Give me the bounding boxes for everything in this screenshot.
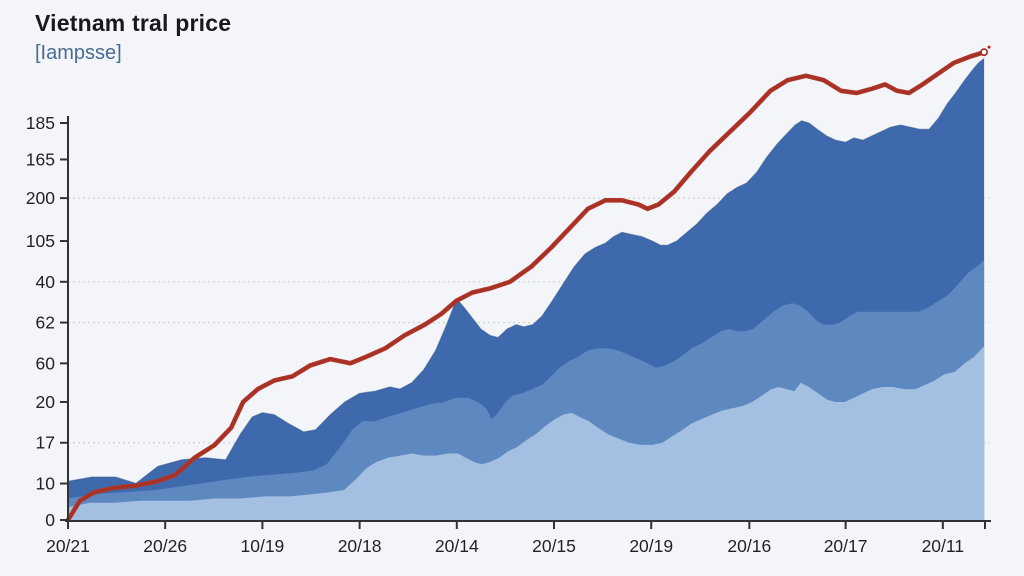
area-band-light — [68, 346, 985, 520]
price-line-core — [67, 51, 985, 521]
chart-header: Vietnam tral price [Iampsse] — [35, 10, 231, 65]
y-tick-label: 40 — [36, 272, 56, 292]
x-tick-label: 20/16 — [727, 536, 771, 556]
y-tick-label: 10 — [36, 474, 56, 494]
line-end-marker — [980, 48, 988, 57]
x-tick-label: 20/21 — [46, 536, 90, 556]
x-tick-label: 20/15 — [532, 536, 576, 556]
area-edge-band-dark — [67, 58, 985, 485]
y-tick-label: 185 — [26, 113, 55, 133]
x-tick-label: 20/19 — [629, 536, 673, 556]
y-tick-label: 20 — [36, 392, 56, 412]
chart-subtitle: [Iampsse] — [35, 41, 122, 64]
y-tick-label: 165 — [26, 149, 55, 169]
x-tick-label: 20/26 — [143, 536, 187, 556]
y-tick-label: 17 — [36, 433, 55, 453]
line-end-dot — [987, 45, 991, 49]
chart-title: Vietnam tral price — [35, 10, 232, 36]
x-tick-label: 20/17 — [824, 536, 868, 556]
y-tick-label: 200 — [26, 188, 55, 208]
x-tick-label: 10/19 — [241, 536, 285, 556]
x-tick-label: 20/14 — [435, 536, 479, 556]
y-tick-label: 62 — [36, 313, 55, 333]
y-tick-label: 105 — [26, 231, 55, 251]
x-tick-label: 20/18 — [338, 536, 382, 556]
x-tick-label: 20/11 — [922, 536, 965, 556]
y-tick-label: 0 — [45, 510, 55, 530]
y-tick-label: 60 — [36, 353, 56, 373]
